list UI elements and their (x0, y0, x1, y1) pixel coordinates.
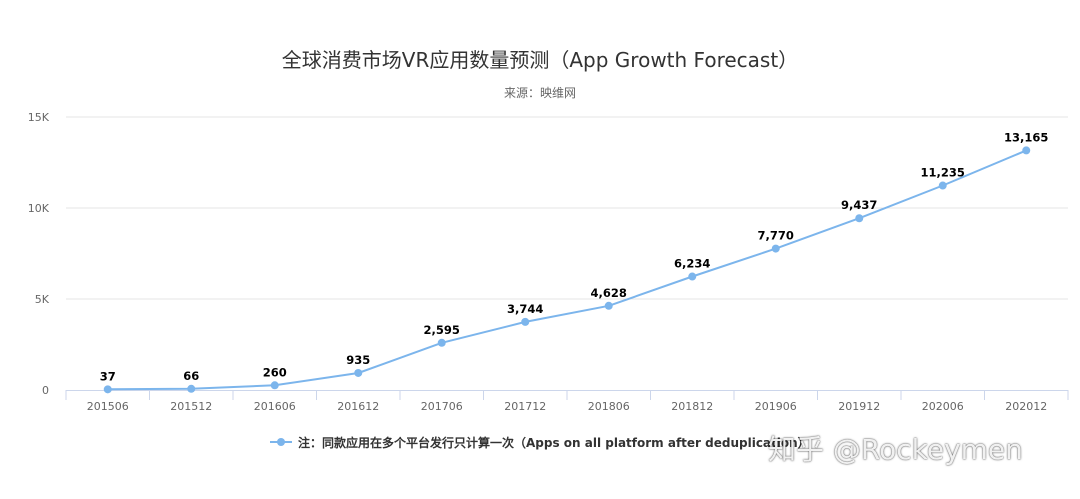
data-point (938, 181, 947, 190)
chart-title: 全球消费市场VR应用数量预测（App Growth Forecast） (281, 48, 799, 72)
x-tick-label: 201912 (838, 400, 880, 413)
data-point (354, 368, 363, 377)
x-tick-label: 202012 (1005, 400, 1047, 413)
data-label: 3,744 (507, 302, 543, 316)
x-tick-label: 201812 (671, 400, 713, 413)
x-tick-label: 201712 (504, 400, 546, 413)
x-axis: 201506 201512 201606 201612 201706 201712 2018… (65, 390, 1069, 413)
x-tick-label: 201506 (87, 400, 129, 413)
data-labels: 37 66 260 935 2,595 3,744 4,628 6,234 7,770 9,437… (100, 130, 1049, 383)
x-tick-label: 201906 (755, 400, 797, 413)
legend-item[interactable]: 注：同款应用在多个平台发行只计算一次（Apps on all platform … (270, 432, 810, 452)
x-tick-label: 201612 (337, 400, 379, 413)
y-tick-label: 5K (35, 293, 50, 306)
legend-label: 注：同款应用在多个平台发行只计算一次（Apps on all platform … (298, 435, 810, 450)
x-tick-label: 202006 (922, 400, 964, 413)
data-point (437, 338, 446, 347)
data-label: 66 (183, 369, 199, 383)
watermark: 知乎 @Rockeymen (768, 433, 1023, 466)
data-label: 37 (100, 369, 116, 383)
series-line (106, 149, 1028, 391)
y-axis-ticks: 0 5K 10K 15K (28, 111, 50, 397)
y-tick-label: 10K (28, 202, 50, 215)
data-points (103, 146, 1031, 394)
data-label: 935 (346, 353, 370, 367)
data-label: 4,628 (591, 286, 627, 300)
x-tick-label: 201706 (421, 400, 463, 413)
data-point (521, 317, 530, 326)
data-point (270, 381, 279, 390)
data-point (855, 214, 864, 223)
data-label: 2,595 (424, 323, 460, 337)
data-point (187, 384, 196, 393)
data-point (688, 272, 697, 281)
data-label: 6,234 (674, 257, 710, 271)
chart-subtitle: 来源：映维网 (503, 86, 576, 100)
grid-lines (66, 116, 1068, 300)
data-point (604, 301, 613, 310)
x-tick-label: 201606 (254, 400, 296, 413)
y-tick-label: 15K (28, 111, 50, 124)
data-label: 260 (263, 365, 287, 379)
data-label: 9,437 (841, 198, 877, 212)
data-point (771, 244, 780, 253)
data-label: 11,235 (921, 166, 965, 180)
data-label: 13,165 (1004, 130, 1048, 144)
data-label: 7,770 (758, 229, 794, 243)
y-tick-label: 0 (42, 384, 49, 397)
legend-line-marker-icon (270, 436, 292, 448)
x-tick-label: 201512 (170, 400, 212, 413)
x-tick-label: 201806 (588, 400, 630, 413)
series-line-path (106, 149, 1028, 391)
data-point (103, 385, 112, 394)
data-point (1022, 146, 1031, 155)
